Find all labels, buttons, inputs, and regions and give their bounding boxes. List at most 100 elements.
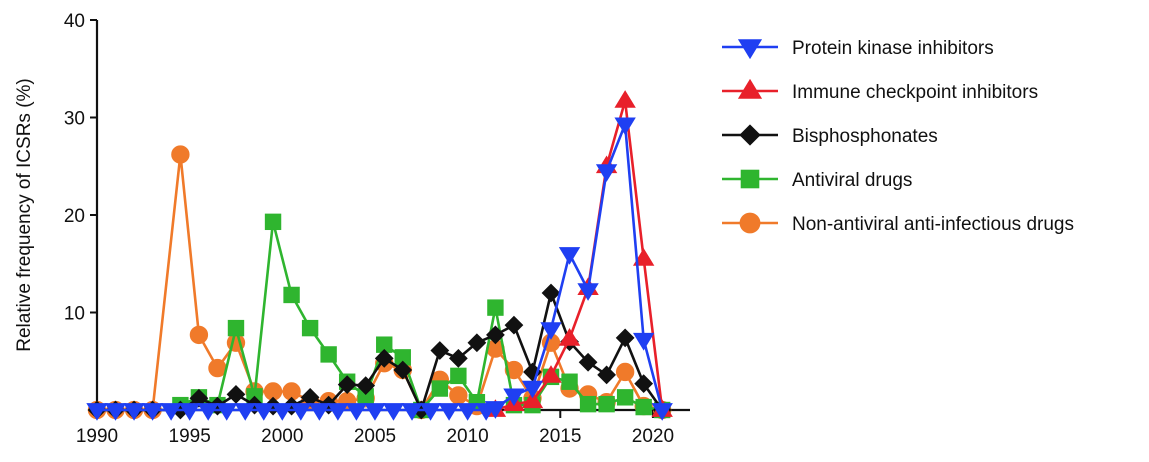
data-point xyxy=(382,403,405,421)
data-point xyxy=(558,247,581,265)
legend-marker xyxy=(740,169,760,189)
data-point xyxy=(503,388,525,407)
data-point xyxy=(264,213,282,231)
y-tick-label: 10 xyxy=(64,304,85,325)
data-point xyxy=(521,380,544,399)
data-point xyxy=(632,248,655,266)
data-point xyxy=(104,403,127,421)
data-point xyxy=(595,164,618,182)
data-point xyxy=(227,319,245,337)
data-point xyxy=(301,319,319,337)
data-point xyxy=(401,403,423,421)
data-point xyxy=(577,283,599,301)
data-point xyxy=(189,388,209,408)
data-point xyxy=(226,385,246,404)
data-point xyxy=(308,403,331,421)
data-point xyxy=(448,348,468,368)
data-point xyxy=(635,398,652,416)
series-line xyxy=(97,153,663,412)
data-point xyxy=(456,403,479,421)
data-point xyxy=(86,403,108,421)
x-tick-label: 1990 xyxy=(76,426,118,447)
data-point xyxy=(467,333,487,353)
data-point xyxy=(197,403,219,421)
data-point xyxy=(615,362,635,382)
data-point xyxy=(541,283,561,303)
data-point xyxy=(364,403,386,421)
legend-label: Antiviral drugs xyxy=(792,170,912,191)
data-point xyxy=(614,90,636,108)
legend-marker xyxy=(739,124,761,146)
legend-item: Bisphosphonates xyxy=(722,124,938,147)
data-point xyxy=(374,348,394,368)
legend-item: Non-antiviral anti-infectious drugs xyxy=(722,212,1074,235)
data-point xyxy=(487,299,504,316)
data-point xyxy=(345,403,368,421)
data-point xyxy=(561,373,578,390)
x-tick-label: 2000 xyxy=(261,426,303,447)
x-tick-label: 2005 xyxy=(354,426,396,447)
legend-label: Non-antiviral anti-infectious drugs xyxy=(792,214,1074,235)
data-point xyxy=(614,117,636,136)
series-line xyxy=(495,99,664,412)
legend-label: Bisphosphonates xyxy=(792,126,938,147)
data-point xyxy=(337,375,357,395)
data-point xyxy=(160,403,182,421)
data-point xyxy=(283,286,300,304)
data-point xyxy=(141,403,164,421)
data-point xyxy=(271,403,294,421)
data-point xyxy=(123,403,145,421)
data-point xyxy=(634,374,654,394)
data-point xyxy=(419,403,442,421)
x-tick-label: 2015 xyxy=(539,426,581,447)
data-point xyxy=(558,328,581,346)
data-point xyxy=(171,145,190,164)
data-point xyxy=(504,360,524,380)
y-tick-label: 40 xyxy=(64,11,85,32)
data-point xyxy=(234,403,256,421)
data-point xyxy=(290,403,312,421)
series-layer xyxy=(86,90,673,421)
data-point xyxy=(449,386,468,405)
data-point xyxy=(450,367,467,385)
data-point xyxy=(598,395,615,413)
legend-marker xyxy=(739,212,761,234)
series-protein-kinase-inhibitors xyxy=(86,117,673,421)
data-point xyxy=(431,380,449,397)
x-tick-label: 2010 xyxy=(446,426,488,447)
data-point xyxy=(356,376,376,396)
data-point xyxy=(393,360,413,380)
data-point xyxy=(253,403,275,421)
data-point xyxy=(486,325,505,345)
series-bisphosphonates xyxy=(87,283,672,420)
data-point xyxy=(327,403,349,421)
y-tick-label: 20 xyxy=(64,206,85,227)
data-point xyxy=(320,346,337,363)
data-point xyxy=(540,365,562,383)
legend-label: Immune checkpoint inhibitors xyxy=(792,82,1038,103)
data-point xyxy=(484,401,507,419)
data-point xyxy=(651,403,673,421)
legend-item: Antiviral drugs xyxy=(722,169,912,191)
data-point xyxy=(438,403,460,421)
y-axis-label: Relative frequency of ICSRs (%) xyxy=(14,78,35,352)
x-tick-label: 2020 xyxy=(632,426,674,447)
data-point xyxy=(189,325,209,345)
data-point xyxy=(216,403,238,421)
data-point xyxy=(208,358,227,378)
legend-item: Immune checkpoint inhibitors xyxy=(722,78,1038,103)
legend-marker xyxy=(737,78,763,99)
data-point xyxy=(597,365,616,385)
data-point xyxy=(430,341,450,360)
data-point xyxy=(540,322,562,340)
data-point xyxy=(578,352,598,372)
legend-label: Protein kinase inhibitors xyxy=(792,38,994,59)
legend-marker xyxy=(737,39,763,60)
data-point xyxy=(615,328,635,348)
legend-item: Protein kinase inhibitors xyxy=(722,38,994,60)
data-point xyxy=(504,315,524,335)
data-point xyxy=(579,395,597,413)
axes: 10 20 30 40 1990 1995 2000 2005 2010 2015 2020 xyxy=(64,11,690,447)
